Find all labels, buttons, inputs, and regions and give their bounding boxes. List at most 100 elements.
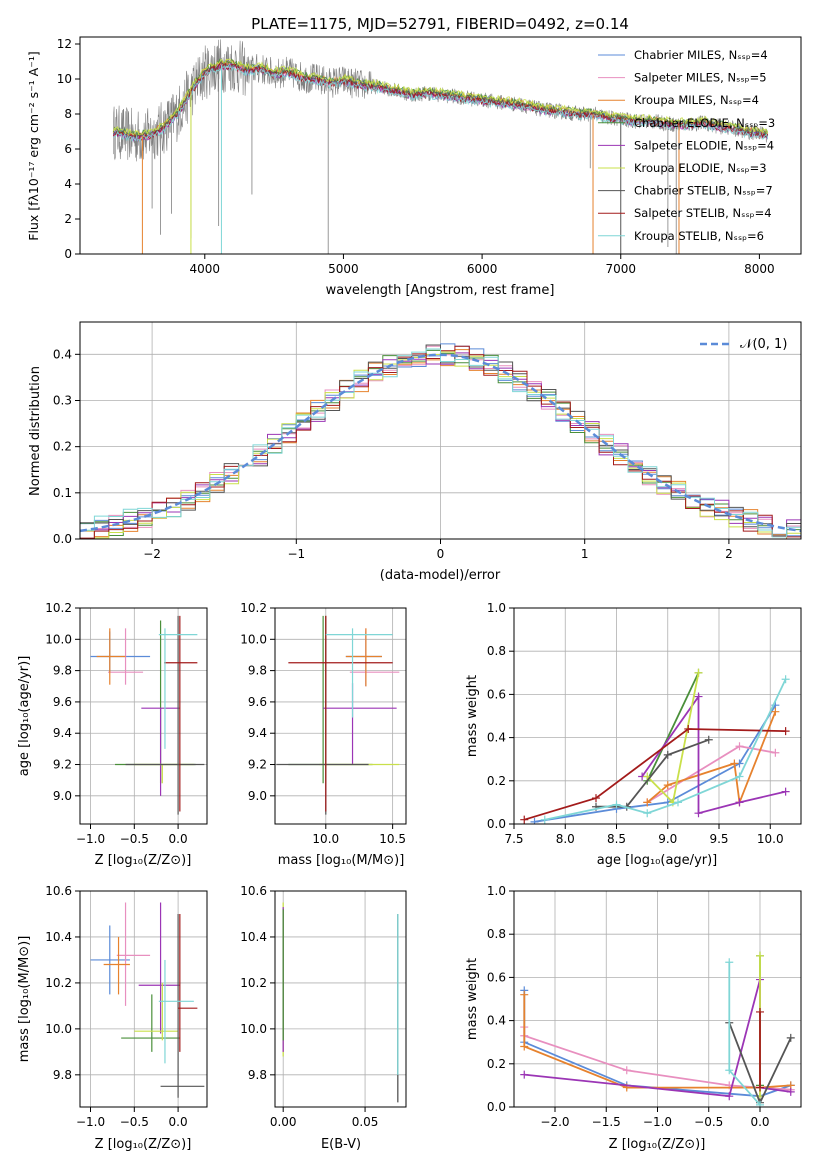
panel-mw-z-xtick-label: −1.5 xyxy=(592,1115,621,1129)
residual-xtick-label: 2 xyxy=(725,547,733,561)
mw-z-marker xyxy=(756,1083,764,1092)
mw-age-marker xyxy=(735,798,744,807)
mw-age-marker xyxy=(612,800,621,809)
panel-mass-z-ytick-label: 9.8 xyxy=(53,1068,72,1082)
panel-mw-age-ytick-label: 0.0 xyxy=(487,817,506,831)
panel-mw-z-xtick-label: −0.5 xyxy=(694,1115,723,1129)
age-z-ylabel: age [log₁₀(age/yr)] xyxy=(17,656,32,777)
panel-age-mass-ytick-label: 10.0 xyxy=(240,632,267,646)
panel-age-mass: 10.0 10.5 9.0 9.2 9.4 9.6 9.8 10.0 10.2 xyxy=(240,601,407,846)
panel-mass-ebv-ytick-label: 10.0 xyxy=(240,1022,267,1036)
panel-mass-z-xtick-label: 0.0 xyxy=(169,1115,188,1129)
spectrum-legend-label: Salpeter ELODIE, Nₛₛₚ=4 xyxy=(634,138,774,152)
spectrum-xticks: 4000 5000 6000 7000 8000 xyxy=(190,254,775,276)
panel-mass-z-xtick-label: −0.5 xyxy=(120,1115,149,1129)
spectrum-ytick-label: 4 xyxy=(64,177,72,191)
panel-mw-age-xtick-label: 8.5 xyxy=(607,832,626,846)
panel-mass-z-xtick-label: −1.0 xyxy=(76,1115,105,1129)
spectrum-legend-label: Kroupa ELODIE, Nₛₛₚ=3 xyxy=(634,161,767,175)
residual-ytick-label: 0.1 xyxy=(53,486,72,500)
panel-mw-z-ytick-label: 0.6 xyxy=(487,970,506,984)
spectrum-ytick-label: 6 xyxy=(64,142,72,156)
mw-age-marker xyxy=(663,781,672,790)
mw-age-marker xyxy=(730,759,739,768)
mw-z-xlabel: Z [log₁₀(Z/Z⊙)] xyxy=(609,1137,706,1152)
mw-age-marker xyxy=(771,707,780,716)
panel-mw-age-xtick-label: 10.0 xyxy=(757,832,784,846)
spectrum-yticks: 0 2 4 6 8 10 12 xyxy=(57,37,80,261)
panel-mass-z-frame xyxy=(79,890,208,1108)
residual-xticks: −2 −1 0 1 2 xyxy=(143,539,733,561)
spectrum-ytick-label: 12 xyxy=(57,37,72,51)
panel-mw-age: 7.5 8.0 8.5 9.0 9.5 10.0 0.0 0.2 0.4 0.6 0.8 1.0 xyxy=(487,601,802,846)
panel-mass-z-ytick-label: 10.2 xyxy=(45,976,72,990)
spectrum-frame xyxy=(79,36,802,255)
panel-mw-z-marks xyxy=(520,951,795,1107)
mw-age-marker xyxy=(663,750,672,759)
panel-age-z-ytick-label: 9.0 xyxy=(53,789,72,803)
panel-age-z-xtick-label: −1.0 xyxy=(76,832,105,846)
spectrum-xtick-label: 5000 xyxy=(328,262,359,276)
panel-mw-z-frame xyxy=(513,890,802,1108)
gaussian-curve xyxy=(80,353,801,533)
mw-age-marker xyxy=(781,727,790,736)
residual-hist xyxy=(80,343,801,539)
spectrum-legend: Chabrier MILES, Nₛₛₚ=4 Salpeter MILES, Nₛ… xyxy=(598,48,775,243)
mw-age-marker xyxy=(684,724,693,733)
residual-xtick-label: 1 xyxy=(581,547,589,561)
mw-z-marker xyxy=(725,1092,734,1101)
spectrum-xtick-label: 6000 xyxy=(467,262,498,276)
mw-age-ylabel: mass weight xyxy=(465,675,480,757)
spectrum-xtick-label: 7000 xyxy=(605,262,636,276)
panel-mw-age-ytick-label: 0.6 xyxy=(487,687,506,701)
panel-mass-ebv-ytick-label: 10.2 xyxy=(240,976,267,990)
panel-age-z-ytick-label: 9.2 xyxy=(53,758,72,772)
spectrum-ytick-label: 10 xyxy=(57,72,72,86)
spectrum-legend-label: Kroupa MILES, Nₛₛₚ=4 xyxy=(634,93,759,107)
panel-mass-ebv-frame xyxy=(274,890,407,1108)
panel-age-mass-ytick-label: 9.6 xyxy=(248,695,267,709)
spectrum-xlabel: wavelength [Angstrom, rest frame] xyxy=(326,283,555,298)
mass-ebv-xlabel: E(B-V) xyxy=(321,1137,361,1152)
mw-age-line-8 xyxy=(524,728,786,821)
panel-mass-ebv-xtick-label: 0.05 xyxy=(352,1115,379,1129)
spectrum-legend-label: Chabrier STELIB, Nₛₛₚ=7 xyxy=(634,184,773,198)
mw-age-marker xyxy=(694,809,703,818)
spectrum-ytick-label: 8 xyxy=(64,107,72,121)
panel-mass-z-ytick-label: 10.0 xyxy=(45,1022,72,1036)
spectrum-panel: 4000 5000 6000 7000 8000 0 2 4 6 8 10 12 wavelengt… xyxy=(26,36,802,298)
age-mass-xlabel: mass [log₁₀(M/M⊙)] xyxy=(278,853,405,868)
residual-xtick-label: −1 xyxy=(287,547,305,561)
model-spectrum-9 xyxy=(113,64,769,143)
panel-mw-z-ytick-label: 0.2 xyxy=(487,1057,506,1071)
mw-age-marker xyxy=(643,809,652,818)
mw-z-ylabel: mass weight xyxy=(465,958,480,1040)
mw-z-marker xyxy=(520,1070,529,1079)
gaussian-legend-label: 𝒩(0, 1) xyxy=(740,337,787,352)
mw-age-line-7 xyxy=(596,738,710,808)
mw-age-marker xyxy=(781,787,790,796)
panel-mw-age-frame xyxy=(513,607,802,825)
panel-mw-age-xtick-label: 9.5 xyxy=(709,832,728,846)
panel-mass-ebv: 0.00 0.05 9.8 10.0 10.2 10.4 10.6 xyxy=(240,884,407,1129)
panel-mw-age-marks xyxy=(520,668,790,824)
mw-age-line-5 xyxy=(641,693,786,815)
mw-age-marker xyxy=(781,675,790,684)
model-spectrum-6 xyxy=(112,58,769,137)
mw-z-marker xyxy=(786,1087,795,1096)
mw-age-line-9 xyxy=(544,678,787,821)
mw-age-marker xyxy=(694,692,703,701)
panel-mass-z-ytick-label: 10.6 xyxy=(45,884,72,898)
spectrum-legend-label: Salpeter MILES, Nₛₛₚ=5 xyxy=(634,71,767,85)
mw-age-marker xyxy=(735,772,744,781)
panel-mass-z: −1.0 −0.5 0.0 9.8 10.0 10.2 10.4 10.6 xyxy=(45,884,208,1129)
panel-mass-ebv-marks xyxy=(282,902,399,1103)
age-z-xlabel: Z [log₁₀(Z/Z⊙)] xyxy=(95,853,192,868)
residual-legend: 𝒩(0, 1) xyxy=(700,337,787,352)
panel-age-z-frame xyxy=(79,607,208,825)
mw-age-marker xyxy=(540,815,549,824)
panel-mass-ebv-xtick-label: 0.00 xyxy=(270,1115,297,1129)
panel-age-z-ytick-label: 10.2 xyxy=(45,601,72,615)
panel-age-z-ytick-label: 9.8 xyxy=(53,664,72,678)
mw-age-marker xyxy=(735,742,744,751)
